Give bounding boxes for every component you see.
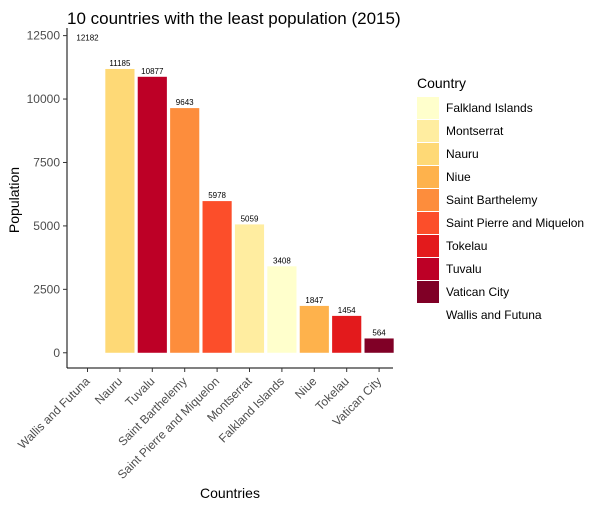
bar-value-label: 1454: [338, 306, 356, 315]
legend-items: Falkland Islands Montserrat Nauru Niue Saint…: [417, 97, 584, 326]
legend-entry-label: Falkland Islands: [446, 101, 533, 115]
x-axis-label: Countries: [200, 485, 260, 501]
y-tick-label: 12500: [27, 29, 61, 43]
legend-entry-label: Saint Pierre and Miquelon: [446, 216, 584, 230]
legend-swatch: [417, 281, 439, 303]
legend-swatch: [417, 189, 439, 211]
y-axis-ticks: 0 2500 5000 7500 10000 12500: [27, 29, 67, 360]
bar: [332, 315, 362, 353]
bar: [170, 108, 200, 353]
legend-swatch: [417, 258, 439, 280]
bar-value-label: 1847: [305, 296, 323, 305]
legend-swatch: [417, 212, 439, 234]
legend-entry-label: Saint Barthelemy: [446, 193, 537, 207]
legend-swatch: [417, 304, 439, 326]
bar: [267, 266, 297, 353]
legend-entry-label: Vatican City: [446, 285, 509, 299]
legend-swatch: [417, 235, 439, 257]
legend-entry-label: Tokelau: [446, 239, 487, 253]
bar-value-label: 5059: [241, 214, 259, 223]
legend-entry-label: Montserrat: [446, 124, 504, 138]
x-tick-label: Nauru: [92, 374, 125, 407]
x-tick-label: Wallis and Futuna: [15, 374, 93, 452]
legend-title: Country: [417, 75, 466, 91]
legend-swatch: [417, 97, 439, 119]
bar: [137, 76, 167, 353]
bar: [202, 201, 232, 353]
legend-entry-label: Niue: [446, 170, 471, 184]
legend-entry-label: Nauru: [446, 147, 479, 161]
bar: [364, 338, 394, 353]
chart-title: 10 countries with the least population (…: [67, 9, 401, 28]
plot-area: 12182 11185 10877 9643 5978 5059 3408 1847 1454 5…: [72, 34, 394, 353]
bar-value-label: 564: [372, 328, 386, 337]
y-tick-label: 0: [53, 346, 60, 360]
bar-value-label: 5978: [208, 191, 226, 200]
y-tick-label: 5000: [33, 219, 60, 233]
y-tick-label: 10000: [27, 92, 61, 106]
legend-entry-label: Tuvalu: [446, 262, 482, 276]
bar: [105, 68, 135, 353]
legend: Country Falkland Islands Montserrat Nauru N…: [417, 75, 584, 326]
y-tick-label: 2500: [33, 282, 60, 296]
bar-value-label: 3408: [273, 256, 291, 265]
bar-value-label: 9643: [176, 98, 194, 107]
x-tick-label: Niue: [292, 374, 320, 402]
bar: [299, 305, 329, 353]
bar: [72, 43, 103, 353]
bar-value-label: 11185: [109, 59, 131, 68]
legend-entry-label: Wallis and Futuna: [446, 308, 542, 322]
legend-swatch: [417, 166, 439, 188]
legend-swatch: [417, 120, 439, 142]
y-tick-label: 7500: [33, 155, 60, 169]
bar-value-label: 12182: [76, 34, 99, 43]
y-axis-label: Population: [6, 167, 22, 233]
legend-swatch: [417, 143, 439, 165]
bar-value-label: 10877: [141, 67, 164, 76]
bar: [234, 224, 265, 353]
